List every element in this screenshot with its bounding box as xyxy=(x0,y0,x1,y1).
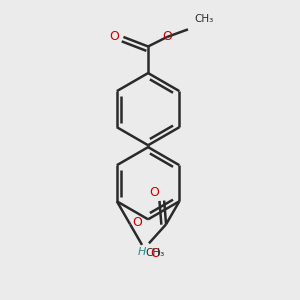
Text: H: H xyxy=(138,247,146,257)
Text: O: O xyxy=(149,186,159,199)
Text: CH₃: CH₃ xyxy=(195,14,214,24)
Text: O: O xyxy=(110,31,120,44)
Text: O: O xyxy=(150,247,160,260)
Text: O: O xyxy=(162,31,172,44)
Text: O: O xyxy=(132,216,142,229)
Text: CH₃: CH₃ xyxy=(146,248,165,258)
